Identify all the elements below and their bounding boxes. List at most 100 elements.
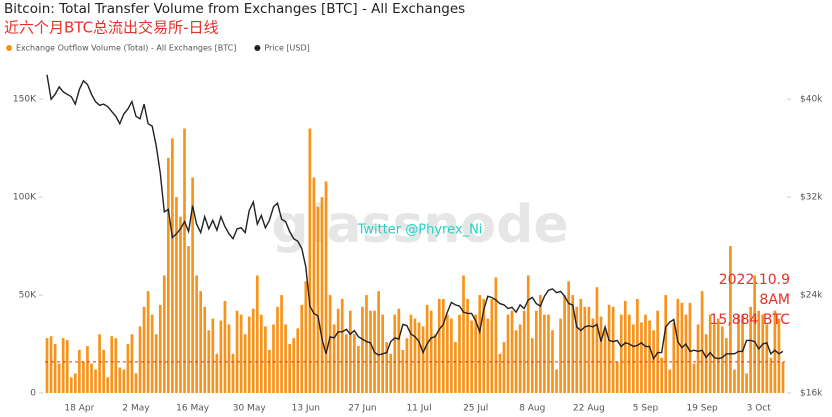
bar [551,330,554,393]
bar [490,298,494,393]
bar [332,324,336,393]
bar [684,314,688,393]
bar [664,295,668,393]
bar [191,177,194,393]
x-tick-label: 8 Aug [519,404,545,414]
bar [421,326,425,393]
bar [142,306,146,393]
bar [397,308,401,393]
bar [53,344,57,393]
bar [86,345,89,393]
bar [82,361,85,393]
bar [78,349,81,393]
annotation-text: 2022.10.9 [719,272,790,288]
x-tick-label: 22 Aug [573,404,605,414]
bar [575,306,579,393]
price-line [46,74,784,361]
bar [700,291,704,393]
bar [65,340,69,393]
bar [219,320,223,393]
bar [126,344,130,393]
bar [668,369,672,393]
bar [361,306,364,393]
bar [632,324,635,393]
bar [640,322,643,393]
bar [458,314,461,393]
bar [288,344,291,393]
bar [73,373,77,393]
bar [308,128,312,393]
bar [454,342,457,393]
bar [696,324,700,393]
bar [733,369,736,393]
bar [603,328,607,393]
bar [474,314,477,393]
bar [672,322,676,393]
bar [563,295,566,393]
bar [413,318,417,393]
bar [150,314,154,393]
bar [328,295,332,393]
bar [264,326,267,393]
bar [692,363,696,393]
bar [644,314,647,393]
bar [514,330,518,393]
x-tick-label: 5 Sep [633,404,659,414]
bar [45,338,49,393]
bar [292,338,296,393]
bar [506,314,510,393]
y2-tick-label: $24k [800,291,823,301]
bar [433,334,437,393]
bar [235,310,239,393]
bar [482,298,486,393]
bar [494,277,498,393]
bar [284,324,287,393]
bar [320,197,324,393]
bar [304,281,308,393]
y-tick-label: 150K [13,95,37,105]
bar [211,318,215,393]
x-tick-label: 30 May [233,404,267,414]
x-tick-label: 19 Sep [686,404,718,414]
bar [353,334,356,393]
bar [470,320,473,393]
bar [627,314,631,393]
bar [300,304,304,393]
legend-label: Price [USD] [264,44,309,53]
bar [729,246,732,393]
bar [385,342,389,393]
bar [247,316,251,393]
bar [110,336,114,393]
bar [365,295,368,393]
bar [579,298,583,393]
bar [502,342,506,393]
legend: Exchange Outflow Volume (Total) - All Ex… [6,44,310,53]
x-tick-label: 18 Apr [64,404,94,414]
bar [781,361,785,393]
y2-tick-label: $40k [800,95,823,105]
bar [708,314,712,393]
y2-tick-label: $16k [800,389,823,399]
bar [712,324,716,393]
bar [199,291,203,393]
bar [583,306,587,393]
bar [195,275,198,393]
bar [162,275,166,393]
bar [296,328,300,393]
bar [676,298,680,393]
bar [725,338,728,393]
bar [522,310,526,393]
bar [401,349,405,393]
bar [737,314,740,393]
bar [437,298,441,393]
bar [595,287,599,393]
bar [118,367,122,393]
y-tick-label: 0 [30,389,36,399]
bar [324,181,328,393]
bar [243,334,247,393]
x-tick-label: 13 Jun [292,404,320,414]
bar [106,377,110,393]
bar [94,369,97,393]
bar [409,314,413,393]
bar [223,300,227,393]
